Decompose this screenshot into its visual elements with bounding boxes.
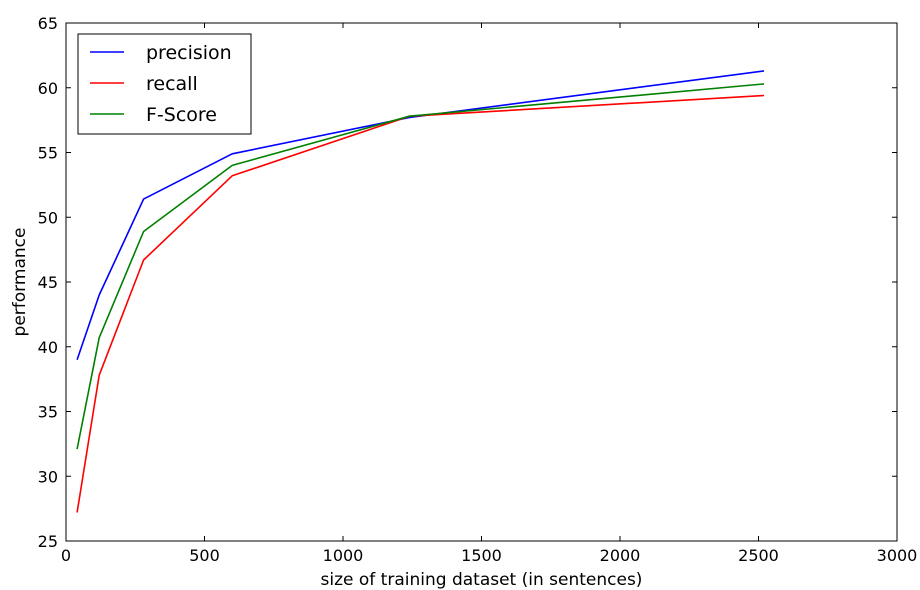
series-line-precision — [76, 70, 765, 360]
legend: precision recall F-Score — [77, 33, 252, 135]
y-tick-label: 55 — [38, 144, 58, 163]
y-tick-label: 25 — [38, 532, 58, 551]
legend-label: precision — [146, 42, 232, 64]
x-tick-label: 1000 — [323, 546, 364, 565]
y-tick-label: 65 — [38, 14, 58, 33]
x-tick-label: 500 — [189, 546, 220, 565]
y-tick-label: 50 — [38, 208, 58, 227]
series-layer — [76, 70, 765, 513]
legend-label: F-Score — [146, 104, 217, 126]
series-line-recall — [76, 94, 765, 513]
x-tick-label: 2500 — [738, 546, 779, 565]
x-tick-label: 3000 — [877, 546, 918, 565]
y-tick-label: 45 — [38, 273, 58, 292]
x-tick-label: 0 — [61, 546, 71, 565]
legend-box — [77, 33, 252, 135]
series-line-f-score — [76, 83, 765, 450]
y-tick-label: 40 — [38, 338, 58, 357]
y-tick-label: 60 — [38, 79, 58, 98]
legend-label: recall — [146, 73, 198, 95]
y-tick-label: 35 — [38, 403, 58, 422]
x-tick-label: 2000 — [600, 546, 641, 565]
axes-layer: 0 500 1000 1500 2000 2500 3000 25 30 35 40 45 50 55 60… — [38, 14, 918, 565]
y-tick-label: 30 — [38, 467, 58, 486]
x-axis-label: size of training dataset (in sentences) — [321, 570, 643, 590]
x-tick-label: 1500 — [461, 546, 502, 565]
y-axis-label: performance — [10, 228, 30, 337]
